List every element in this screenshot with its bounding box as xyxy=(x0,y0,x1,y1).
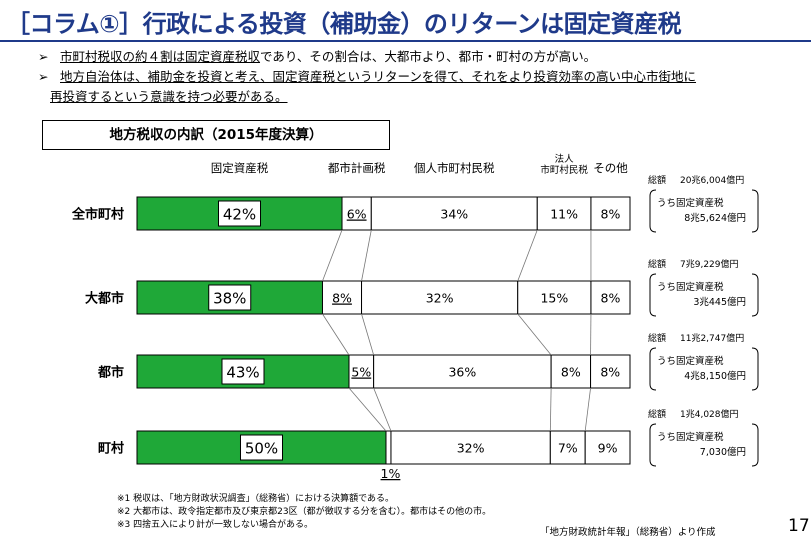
bullet-arrow-icon: ➢ xyxy=(38,49,49,64)
bullet-2-line-1: 地方自治体は、補助金を投資と考え、固定資産税というリターンを得て、それをより投資… xyxy=(60,69,697,84)
total-value: 11兆2,747億円 xyxy=(680,332,744,344)
bar-segment xyxy=(385,430,392,465)
bar-value-label: 34% xyxy=(440,207,468,222)
column-header: 法人 xyxy=(555,153,575,165)
bar-value-label: 38% xyxy=(213,290,246,308)
source-note: 「地方財政統計年報」（総務省）より作成 xyxy=(540,527,716,538)
bracket-left xyxy=(649,273,657,317)
bar-segment xyxy=(590,280,631,315)
total-value: 7兆9,229億円 xyxy=(680,258,739,270)
bracket-right xyxy=(751,423,759,467)
subtotal-label: うち固定資産税 xyxy=(657,197,724,209)
connector-line xyxy=(348,387,387,432)
bullet-1-highlight: 市町村税収の約４割は固定資産税収 xyxy=(60,49,261,64)
connector-line xyxy=(517,229,538,282)
bullet-arrow-icon: ➢ xyxy=(38,69,49,84)
total-label: 総額 xyxy=(648,408,666,420)
bar-segment xyxy=(550,354,592,389)
column-header: その他 xyxy=(593,161,628,175)
footnote-3: ※3 四捨五入により計が一致しない場合がある。 xyxy=(117,520,313,530)
bar-value-label: 42% xyxy=(223,206,256,224)
value-label-box xyxy=(239,434,283,461)
chart-heading: 地方税収の内訳（2015年度決算） xyxy=(42,120,390,150)
bullet-2: ➢ 地方自治体は、補助金を投資と考え、固定資産税というリターンを得て、それをより… xyxy=(38,68,696,86)
bar-value-label: 1% xyxy=(381,466,401,481)
title-divider xyxy=(0,40,811,42)
bullet-2-continued: 再投資するという意識を持つ必要がある。 xyxy=(50,88,288,106)
bar-segment xyxy=(361,280,519,315)
footnote-1: ※1 税収は、「地方財政状況調査」（総務省）における決算額である。 xyxy=(117,494,395,504)
page-number: 17 xyxy=(788,516,810,536)
bar-value-label: 50% xyxy=(245,440,278,458)
total-label: 総額 xyxy=(648,258,666,270)
bar-value-label: 8% xyxy=(332,291,352,306)
bar-segment xyxy=(590,354,631,389)
total-value: 1兆4,028億円 xyxy=(680,408,739,420)
bar-value-label: 11% xyxy=(550,207,578,222)
bar-value-label: 15% xyxy=(540,291,568,306)
bar-segment xyxy=(390,430,551,465)
subtotal-value: 8兆5,624億円 xyxy=(684,212,746,224)
bar-value-label: 8% xyxy=(601,291,621,306)
value-label-box xyxy=(208,284,252,311)
row-label: 都市 xyxy=(97,365,124,381)
footnote-2: ※2 大都市は、政令指定都市及び東京都23区（都が徴収する分を含む）。都市はその… xyxy=(117,507,492,517)
subtotal-label: うち固定資産税 xyxy=(657,355,724,367)
connector-line xyxy=(517,313,552,356)
subtotal-label: うち固定資産税 xyxy=(657,431,724,443)
bar-value-label: 8% xyxy=(600,365,620,380)
bar-value-label: 32% xyxy=(426,291,454,306)
value-label-box xyxy=(221,358,265,385)
page-title: ［コラム①］行政による投資（補助金）のリターンは固定資産税 xyxy=(6,10,682,38)
bullet-1-text: であり、その割合は、大都市より、都市・町村の方が高い。 xyxy=(260,49,597,64)
bar-value-label: 36% xyxy=(448,365,476,380)
row-label: 大都市 xyxy=(85,291,124,307)
connector-line xyxy=(361,313,375,356)
bar-value-label: 7% xyxy=(558,441,578,456)
connector-line xyxy=(584,387,591,432)
connector-line xyxy=(373,387,392,432)
row-label: 全市町村 xyxy=(71,207,124,223)
bracket-left xyxy=(649,347,657,391)
connector-line xyxy=(361,229,372,282)
total-value: 20兆6,004億円 xyxy=(680,174,744,186)
total-label: 総額 xyxy=(648,174,666,186)
bar-segment xyxy=(590,196,631,231)
subtotal-label: うち固定資産税 xyxy=(657,281,724,293)
bracket-right xyxy=(751,189,759,233)
column-header: 都市計画税 xyxy=(328,161,386,175)
bar-value-label: 6% xyxy=(347,207,367,222)
subtotal-value: 4兆8,150億円 xyxy=(684,370,746,382)
bar-value-label: 43% xyxy=(226,364,259,382)
subtotal-value: 7,030億円 xyxy=(700,446,746,458)
column-header: 個人市町村民税 xyxy=(414,161,495,175)
bar-value-label: 32% xyxy=(457,441,485,456)
bracket-left xyxy=(649,423,657,467)
bar-value-label: 8% xyxy=(561,365,581,380)
bar-segment xyxy=(370,196,538,231)
bracket-left xyxy=(649,189,657,233)
subtotal-value: 3兆445億円 xyxy=(693,296,746,308)
connector-line xyxy=(322,313,350,356)
value-label-box xyxy=(218,200,262,227)
bar-segment xyxy=(584,430,631,465)
bracket-right xyxy=(751,347,759,391)
bullet-1: ➢ 市町村税収の約４割は固定資産税収であり、その割合は、大都市より、都市・町村の… xyxy=(38,48,596,66)
bar-segment xyxy=(373,354,552,389)
row-label: 町村 xyxy=(98,441,124,457)
column-header: 固定資産税 xyxy=(211,161,269,175)
bullet-2-line-2: 再投資するという意識を持つ必要がある。 xyxy=(50,89,288,104)
bar-value-label: 9% xyxy=(598,441,618,456)
column-header: 市町村民税 xyxy=(540,164,588,176)
total-label: 総額 xyxy=(648,332,666,344)
bar-segment xyxy=(348,354,375,389)
connector-line xyxy=(549,387,552,432)
bar-segment xyxy=(549,430,586,465)
bracket-right xyxy=(751,273,759,317)
bar-value-label: 5% xyxy=(351,365,371,380)
connector-line xyxy=(322,229,343,282)
bar-value-label: 8% xyxy=(601,207,621,222)
